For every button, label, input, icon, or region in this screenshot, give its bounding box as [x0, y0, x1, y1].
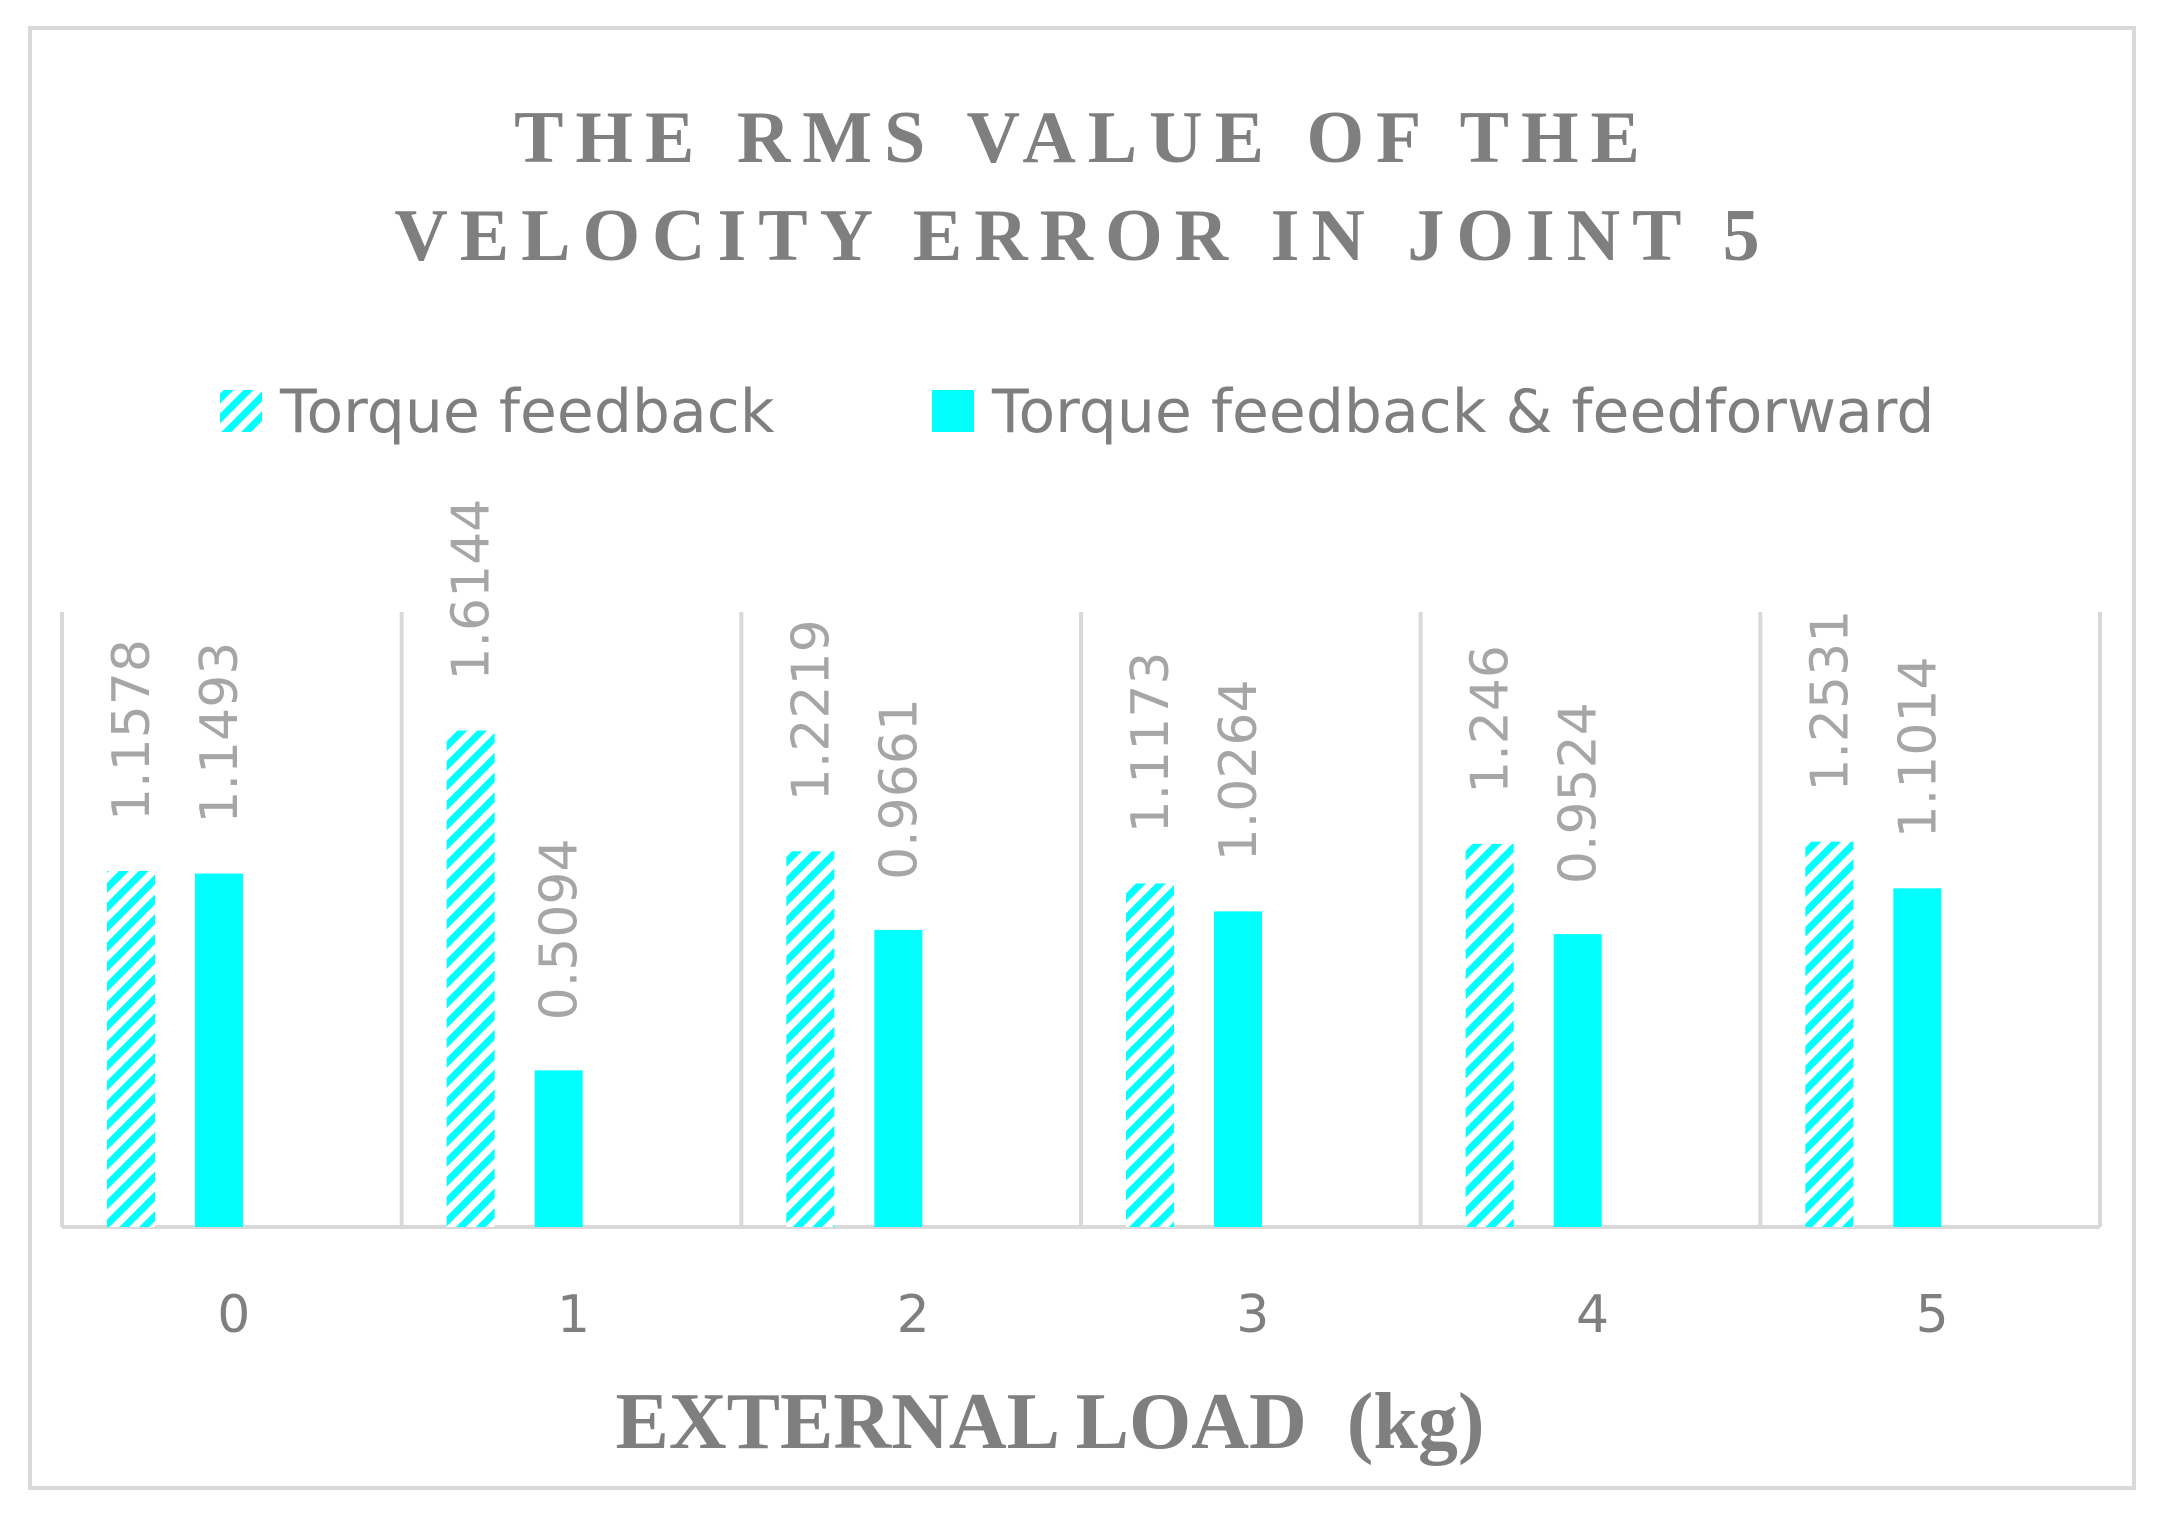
data-label: 0.5094 [530, 838, 590, 1020]
legend-swatch-torque-feedback-feedforward [932, 390, 974, 432]
data-label: 1.2531 [1800, 610, 1860, 792]
data-label: 0.9524 [1549, 702, 1609, 884]
data-label: 1.1014 [1888, 656, 1948, 838]
x-axis-title: EXTERNAL LOAD (kg) [615, 1378, 1484, 1466]
data-label: 1.246 [1461, 645, 1521, 794]
x-tick-label: 2 [897, 1285, 930, 1345]
bar-torque-feedback-feedforward-0 [195, 873, 243, 1227]
bar-torque-feedback-1 [446, 730, 495, 1227]
legend: Torque feedback Torque feedback & feedfo… [220, 377, 1935, 447]
legend-swatch-torque-feedback [220, 390, 262, 432]
legend-label-torque-feedback-feedforward: Torque feedback & feedforward [991, 377, 1935, 447]
plot-area: 1.1578 1.1493 0 1.6144 0.5094 1 1.2219 0.9661 2 1… [60, 499, 2102, 1345]
x-tick-label: 1 [557, 1285, 590, 1345]
bar-torque-feedback-3 [1126, 883, 1174, 1227]
data-label: 1.6144 [442, 499, 502, 681]
bar-torque-feedback-0 [107, 870, 155, 1227]
chart-title-line-1: THE RMS VALUE OF THE [514, 97, 1652, 179]
data-label: 0.9661 [869, 698, 929, 880]
x-tick-label: 5 [1916, 1285, 1949, 1345]
bar-torque-feedback-feedforward-1 [534, 1070, 583, 1227]
bar-torque-feedback-4 [1465, 843, 1514, 1227]
legend-label-torque-feedback: Torque feedback [279, 377, 775, 447]
bar-torque-feedback-feedforward-2 [874, 929, 923, 1227]
data-label: 1.1578 [102, 639, 162, 821]
data-label: 1.2219 [781, 619, 841, 801]
x-tick-label: 3 [1236, 1285, 1269, 1345]
data-label: 1.0264 [1209, 679, 1269, 861]
x-tick-label: 4 [1576, 1285, 1609, 1345]
bar-torque-feedback-feedforward-5 [1893, 888, 1942, 1227]
bar-torque-feedback-2 [786, 851, 835, 1227]
bar-torque-feedback-feedforward-3 [1214, 911, 1262, 1227]
bar-torque-feedback-feedforward-4 [1553, 934, 1602, 1227]
x-tick-label: 0 [217, 1285, 250, 1345]
bar-torque-feedback-5 [1805, 841, 1854, 1227]
chart-title-line-2: VELOCITY ERROR IN JOINT 5 [394, 195, 1771, 277]
data-label: 1.1173 [1121, 651, 1181, 833]
data-label: 1.1493 [190, 642, 250, 824]
